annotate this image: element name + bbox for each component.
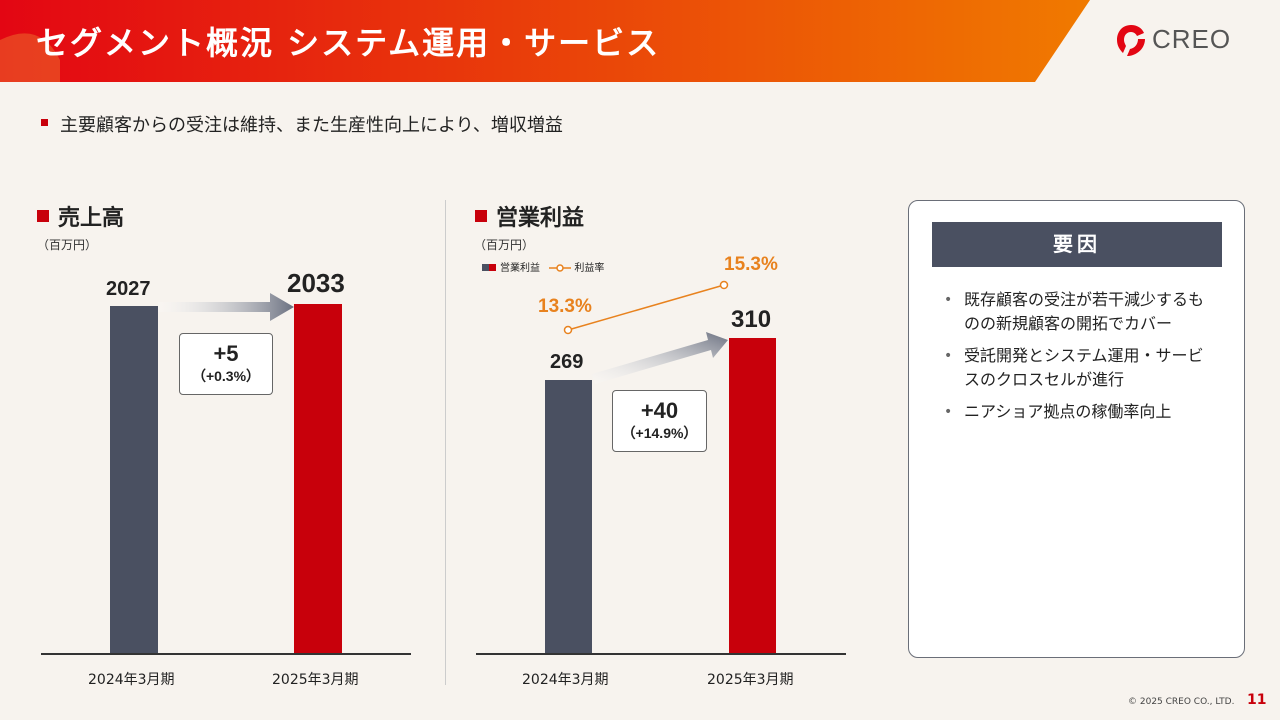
profit-rate-line <box>563 280 729 335</box>
copyright: © 2025 CREO CO., LTD. <box>1128 697 1235 707</box>
legend-red-swatch <box>489 264 496 271</box>
legend-line-label: 利益率 <box>574 263 605 274</box>
profit-value-2025: 310 <box>731 306 772 333</box>
subtitle-text: 主要顧客からの受注は維持、また生産性向上により、増収増益 <box>60 115 563 136</box>
profit-unit: （百万円） <box>474 238 535 252</box>
profit-value-2024: 269 <box>550 351 584 373</box>
profit-xlabel-2024: 2024年3月期 <box>522 672 609 688</box>
factors-header: 要因 <box>932 222 1222 267</box>
page-title: セグメント概況 システム運用・サービス <box>36 24 661 62</box>
rate-line-segment <box>567 284 725 331</box>
sales-value-2025: 2033 <box>287 268 345 298</box>
factor-bullet: • <box>944 292 953 308</box>
logo-mark-icon <box>1117 25 1145 56</box>
sales-title: 売上高 <box>58 206 125 231</box>
chart-divider <box>445 200 446 685</box>
sales-xlabel-2024: 2024年3月期 <box>88 672 175 688</box>
sales-bar-2024 <box>110 306 158 654</box>
sales-xlabel-2025: 2025年3月期 <box>272 672 359 688</box>
rate-label-2024: 13.3% <box>538 296 592 317</box>
logo-text: CREO <box>1152 24 1232 54</box>
sales-title-marker <box>37 210 49 222</box>
factor-bullet: • <box>944 404 953 420</box>
sales-x-axis <box>41 653 411 655</box>
profit-growth-arrow <box>592 332 728 384</box>
legend-line-icon <box>549 264 572 272</box>
page-number: 11 <box>1247 692 1267 708</box>
factors-panel <box>908 200 1245 658</box>
sales-value-2024: 2027 <box>106 278 151 300</box>
profit-title: 営業利益 <box>496 206 585 231</box>
factor-bullet: • <box>944 348 953 364</box>
profit-bar-2024 <box>545 380 592 654</box>
profit-x-axis <box>476 653 846 655</box>
sales-growth-arrow <box>158 293 294 321</box>
sales-delta-box: +5 （+0.3%） <box>179 333 273 395</box>
profit-delta-pct: （+14.9%） <box>621 425 698 441</box>
sales-bar-2025 <box>294 304 342 654</box>
rate-label-2025: 15.3% <box>724 254 778 275</box>
factor-item: 受託開発とシステム運用・サービスのクロスセルが進行 <box>964 346 1204 389</box>
profit-delta-value: +40 <box>640 398 679 423</box>
sales-delta-value: +5 <box>213 341 239 366</box>
rate-point-2025 <box>719 280 729 290</box>
header-banner <box>0 0 1090 82</box>
sales-delta-pct: （+0.3%） <box>191 368 261 384</box>
subtitle-bullet <box>41 119 48 126</box>
legend-bar-label: 営業利益 <box>500 263 540 274</box>
company-logo: CREO <box>1114 22 1244 62</box>
profit-delta-box: +40 （+14.9%） <box>612 390 707 452</box>
profit-legend: 営業利益 利益率 <box>482 259 604 274</box>
factor-item: 既存顧客の受注が若干減少するものの新規顧客の開拓でカバー <box>964 290 1205 333</box>
factor-item: ニアショア拠点の稼働率向上 <box>964 402 1172 421</box>
rate-point-2024 <box>563 325 573 335</box>
profit-xlabel-2025: 2025年3月期 <box>707 672 794 688</box>
sales-unit: （百万円） <box>37 238 98 252</box>
profit-bar-2025 <box>729 338 776 654</box>
profit-title-marker <box>475 210 487 222</box>
legend-dark-swatch <box>482 264 489 271</box>
